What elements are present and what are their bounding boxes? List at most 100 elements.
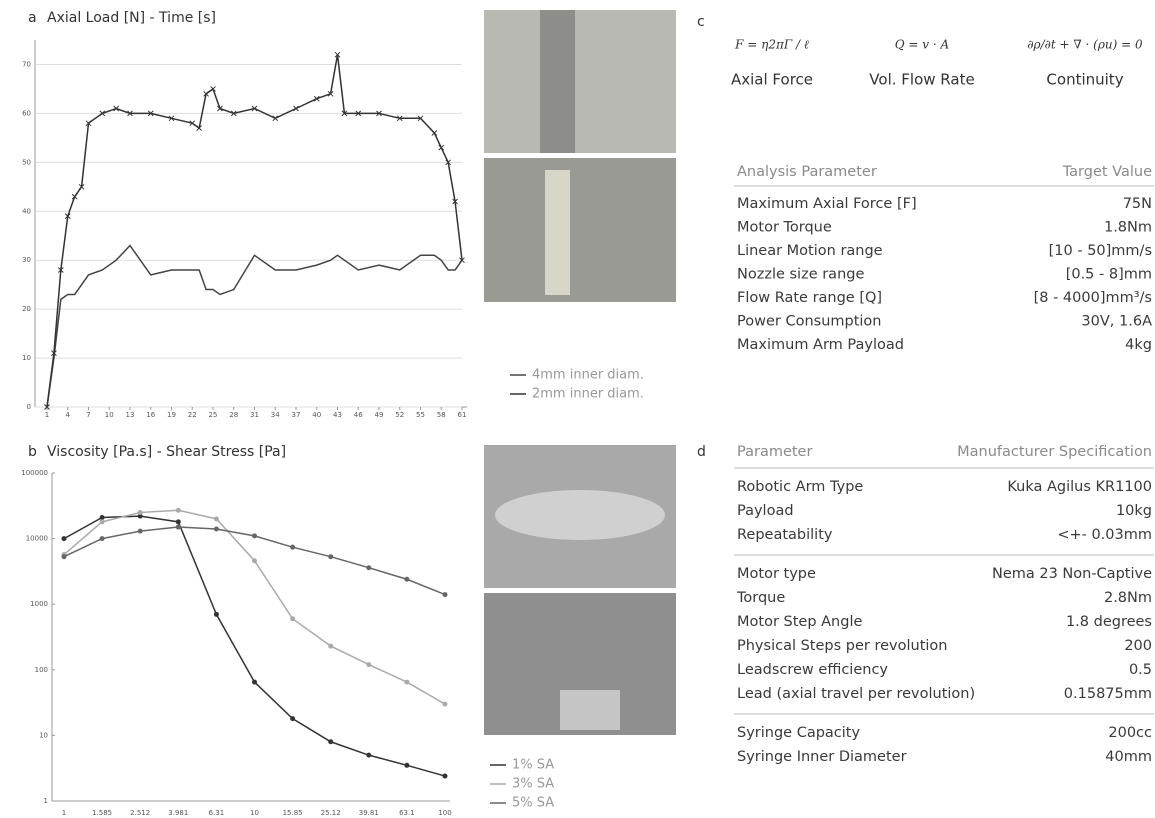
row-value: 1.8Nm: [1104, 220, 1152, 236]
equation-caption: Axial Force: [731, 71, 813, 89]
row-label: Payload: [737, 503, 794, 519]
equation-caption: Continuity: [1046, 71, 1123, 89]
marker: [328, 554, 334, 560]
legend-label: 1% SA: [512, 758, 554, 773]
y-tick-label: 40: [22, 207, 31, 215]
row-label: Linear Motion range: [737, 243, 883, 259]
x-tick-label: 46: [354, 411, 363, 419]
marker: [445, 159, 452, 166]
row-value: 0.15875mm: [1064, 686, 1152, 702]
row-label: Maximum Arm Payload: [737, 337, 904, 353]
x-tick-label: 16: [146, 411, 155, 419]
row-value: 30V, 1.6A: [1081, 314, 1152, 330]
photo-detail: [495, 490, 665, 540]
x-tick-label: 1: [45, 411, 49, 419]
x-tick-label: 49: [375, 411, 384, 419]
marker: [313, 95, 320, 102]
x-tick-label: 22: [188, 411, 197, 419]
x-tick-label: 28: [229, 411, 238, 419]
series-line: [63, 509, 446, 705]
equation: F = η2πΓ / ℓ: [734, 38, 809, 52]
row-label: Flow Rate range [Q]: [737, 290, 882, 306]
y-tick-label: 50: [22, 158, 31, 166]
series-line: [46, 54, 463, 408]
equation-caption: Vol. Flow Rate: [869, 71, 974, 89]
photo-detail: [540, 10, 575, 153]
marker: [327, 90, 334, 97]
marker: [230, 110, 237, 117]
marker: [290, 716, 296, 722]
x-tick-label: 31: [250, 411, 259, 419]
marker: [64, 213, 71, 220]
x-tick-label: 52: [395, 411, 404, 419]
marker: [113, 105, 120, 112]
photo-syringe: [484, 10, 676, 153]
marker: [290, 544, 296, 550]
table-header: Parameter: [737, 444, 812, 460]
marker: [127, 110, 133, 117]
marker: [438, 144, 445, 151]
marker: [442, 701, 448, 707]
x-tick-label: 15.85: [283, 809, 303, 817]
marker: [404, 762, 410, 768]
x-tick-label: 13: [126, 411, 135, 419]
row-label: Syringe Inner Diameter: [737, 749, 907, 765]
marker: [252, 558, 257, 564]
marker: [366, 752, 372, 758]
y-tick-label: 10: [22, 354, 31, 362]
marker: [217, 105, 223, 112]
marker: [61, 554, 67, 560]
marker: [290, 616, 296, 622]
x-tick-label: 1: [62, 809, 66, 817]
marker: [196, 125, 203, 131]
x-tick-label: 43: [333, 411, 342, 419]
legend-label: 5% SA: [512, 796, 554, 811]
x-tick-label: 25: [209, 411, 218, 419]
x-tick-label: 40: [312, 411, 321, 419]
row-label: Motor type: [737, 566, 816, 582]
x-tick-label: 34: [271, 411, 280, 419]
y-tick-label: 0: [27, 403, 31, 411]
row-label: Lead (axial travel per revolution): [737, 686, 975, 702]
row-label: Leadscrew efficiency: [737, 662, 888, 678]
marker: [252, 533, 257, 539]
marker: [203, 90, 209, 97]
x-tick-label: 19: [167, 411, 176, 419]
marker: [99, 514, 105, 520]
row-value: [0.5 - 8]mm: [1066, 267, 1152, 283]
row-value: Kuka Agilus KR1100: [1007, 479, 1152, 495]
y-tick-label: 100: [35, 666, 48, 674]
equation: Q = v · A: [895, 38, 950, 52]
x-tick-label: 61: [458, 411, 467, 419]
row-value: 1.8 degrees: [1066, 614, 1152, 630]
marker: [175, 507, 181, 513]
series-line: [46, 244, 463, 408]
panel-label: c: [697, 14, 705, 30]
marker: [417, 115, 424, 122]
row-label: Maximum Axial Force [F]: [737, 196, 917, 212]
x-tick-label: 39.81: [359, 809, 379, 817]
row-value: 40mm: [1105, 749, 1152, 765]
marker: [431, 130, 438, 136]
row-label: Repeatability: [737, 527, 833, 543]
marker: [459, 257, 465, 264]
y-tick-label: 30: [22, 256, 31, 264]
x-tick-label: 37: [292, 411, 301, 419]
row-label: Motor Step Angle: [737, 614, 862, 630]
row-value: <+- 0.03mm: [1057, 527, 1152, 543]
x-tick-label: 63.1: [399, 809, 415, 817]
x-tick-label: 3.981: [168, 809, 188, 817]
row-label: Syringe Capacity: [737, 725, 860, 741]
photo-hand: [484, 158, 676, 302]
marker: [252, 679, 257, 685]
marker: [99, 536, 105, 542]
chart-title: Axial Load [N] - Time [s]: [47, 10, 216, 26]
row-label: Torque: [736, 590, 785, 606]
x-tick-label: 2.512: [130, 809, 150, 817]
row-label: Physical Steps per revolution: [737, 638, 947, 654]
marker: [251, 105, 258, 112]
marker: [213, 526, 219, 532]
marker: [366, 662, 372, 668]
marker: [147, 110, 154, 117]
